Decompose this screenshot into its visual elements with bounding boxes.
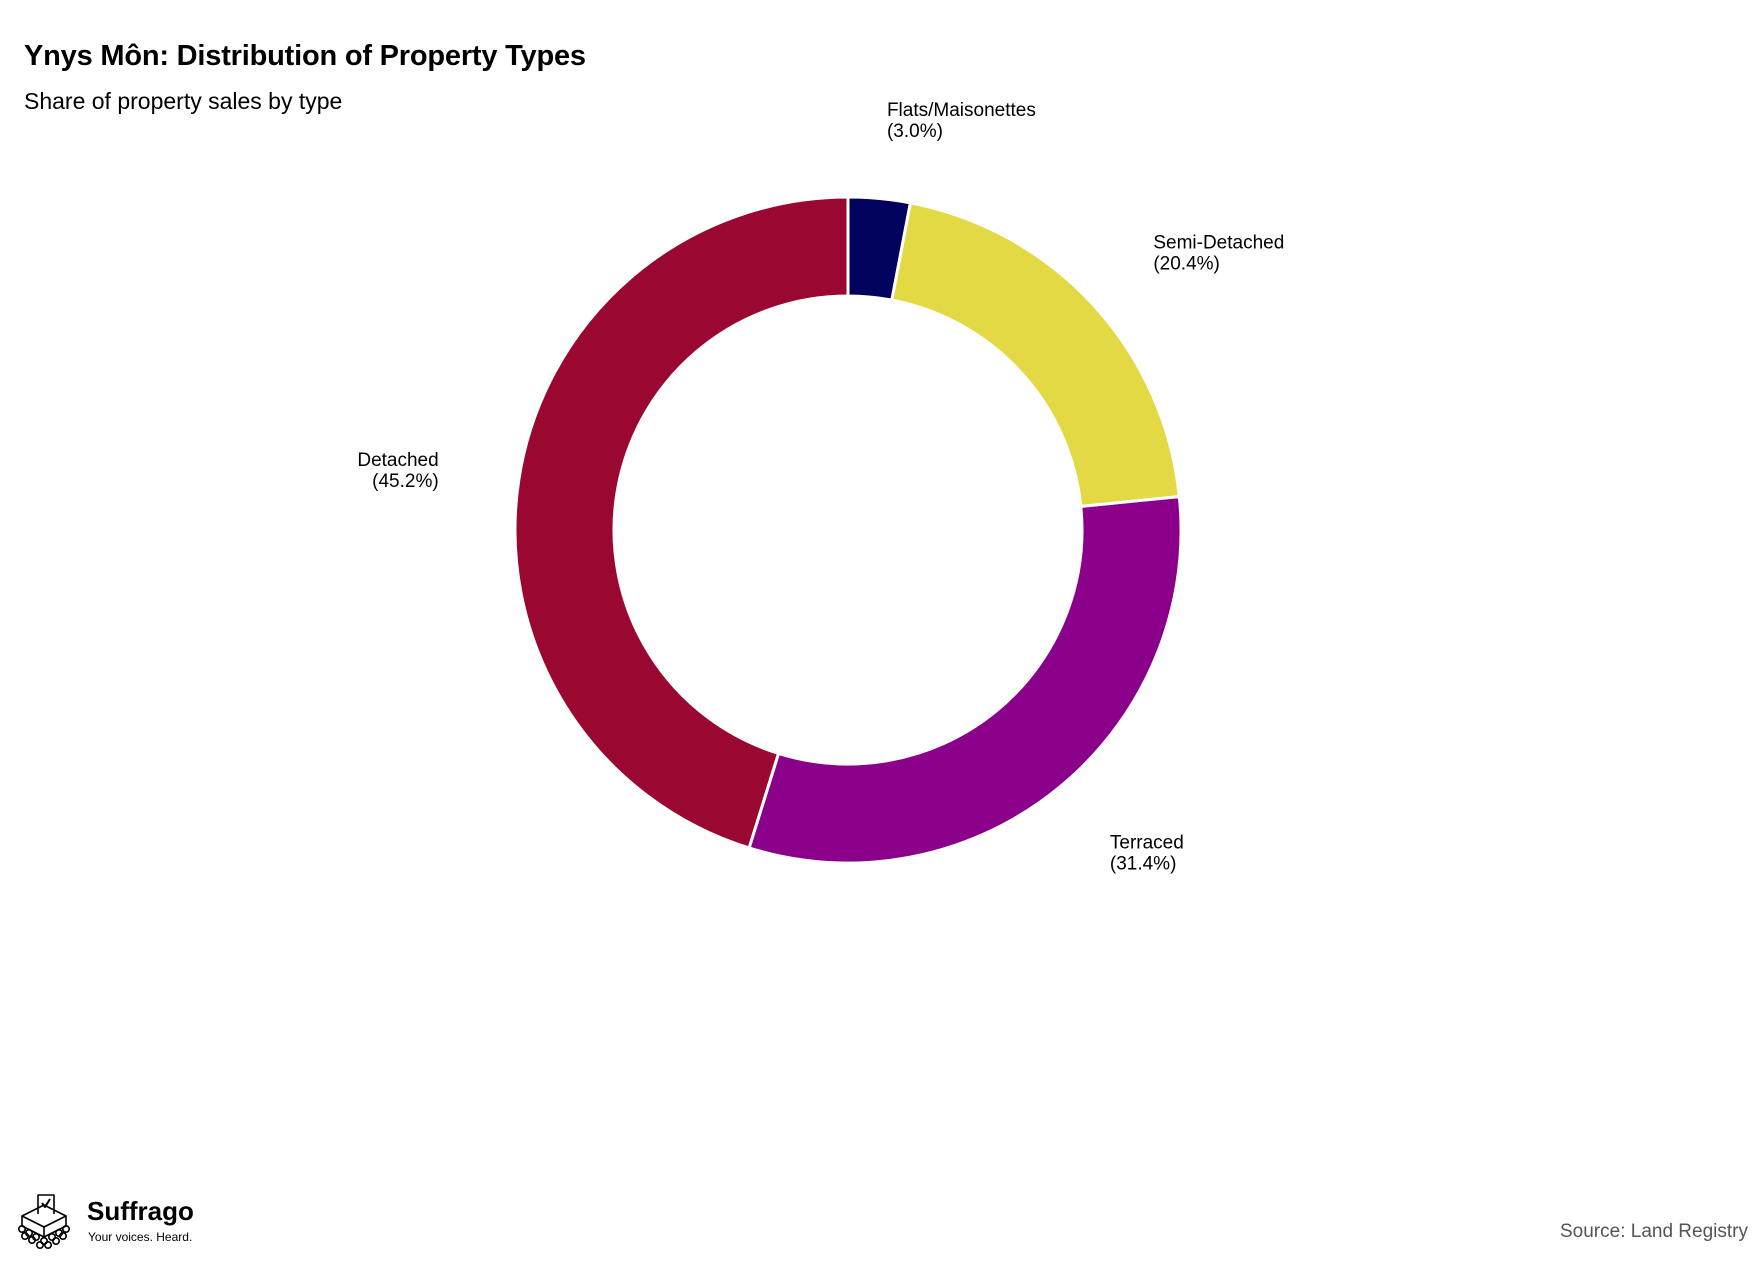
chart-subtitle: Share of property sales by type <box>24 88 343 114</box>
slice-label-semi-detached: Semi-Detached (20.4%) <box>1153 232 1284 274</box>
slice-detached <box>513 195 850 850</box>
slice-terraced <box>747 494 1183 865</box>
slice-label-name: Detached <box>357 450 438 471</box>
slice-label-percent: (45.2%) <box>372 471 439 492</box>
slice-label-name: Semi-Detached <box>1153 232 1284 253</box>
slice-label-percent: (20.4%) <box>1153 253 1220 274</box>
suffrago-logo: Suffrago Your voices. Heard. <box>14 1192 204 1252</box>
donut-slices <box>513 195 1183 865</box>
slice-label-percent: (3.0%) <box>887 121 943 142</box>
slice-labels: Flats/Maisonettes (3.0%) Semi-Detached (20.… <box>357 100 1284 875</box>
slice-label-flats-maisonettes: Flats/Maisonettes (3.0%) <box>887 100 1036 142</box>
slice-label-percent: (31.4%) <box>1110 854 1177 875</box>
slice-label-name: Flats/Maisonettes <box>887 100 1036 121</box>
source-note: Source: Land Registry <box>1560 1221 1748 1242</box>
slice-label-detached: Detached (45.2%) <box>357 450 438 492</box>
chart-title: Ynys Môn: Distribution of Property Types <box>24 40 586 72</box>
slice-label-terraced: Terraced (31.4%) <box>1110 833 1184 875</box>
slice-semi-detached <box>890 201 1181 509</box>
logo-tagline: Your voices. Heard. <box>88 1230 193 1244</box>
slice-label-name: Terraced <box>1110 833 1184 854</box>
ballot-box-crowd-icon <box>18 1194 70 1249</box>
logo-wordmark: Suffrago <box>87 1196 194 1226</box>
